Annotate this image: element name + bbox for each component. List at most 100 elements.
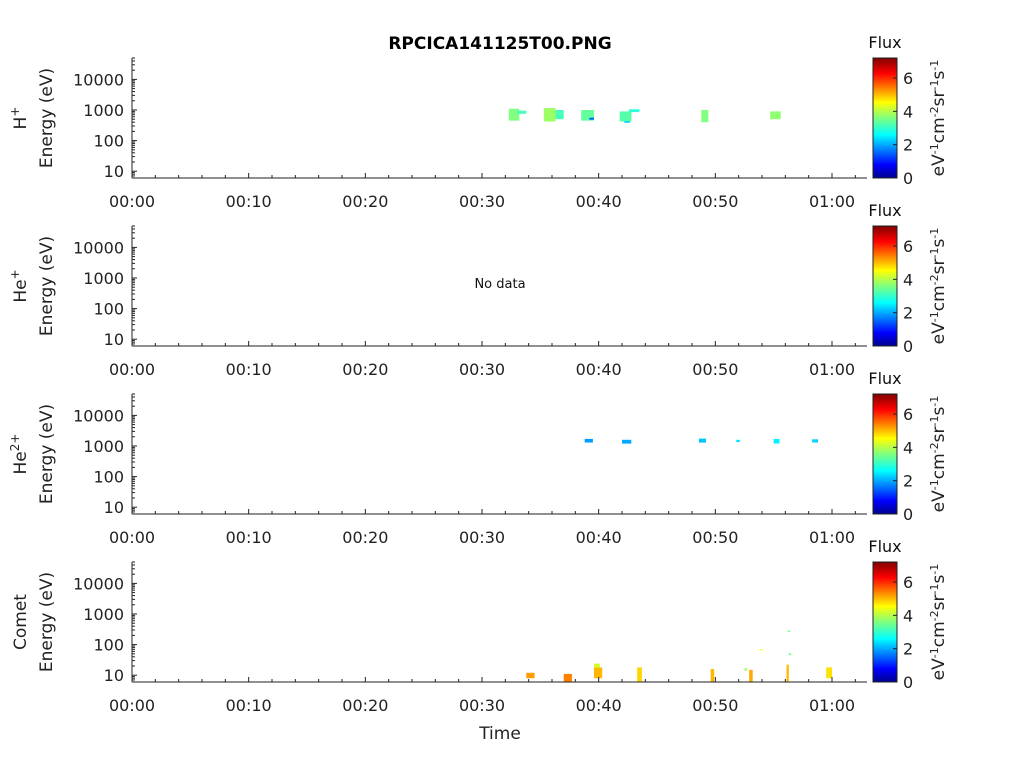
x-tick-label: 00:40 [576,528,622,547]
y-tick-label: 10000 [73,406,124,425]
unit-base: cm [929,453,949,479]
unit-base: s [929,407,949,416]
y-tick-label: 1000 [83,437,124,456]
unit-base: s [929,239,949,248]
x-tick-label: 00:30 [459,528,505,547]
colorbar-tick-label: 4 [903,270,913,289]
y-tick-label: 10 [104,330,124,349]
data-cell [637,667,642,682]
x-tick-label: 00:00 [109,360,155,379]
colorbar-tick-label: 2 [903,304,913,323]
colorbar-title: Flux [868,33,901,52]
data-cell [773,438,780,444]
data-cell [749,669,753,682]
data-cell [581,110,594,121]
unit-base: cm [929,621,949,647]
y-tick-label: 1000 [83,605,124,624]
x-tick-label: 00:00 [109,528,155,547]
data-cell [699,438,706,443]
data-cell [744,668,747,671]
data-cell [701,110,709,123]
x-tick-label: 00:00 [109,192,155,211]
unit-base: sr [929,258,949,274]
data-cell [589,117,594,120]
species-label: He2+ [8,434,31,475]
x-tick-label: 00:20 [342,192,388,211]
data-cell [594,667,603,679]
colorbar-tick-label: 4 [903,102,913,121]
colorbar-unit-label: eV-1cm-2sr-1s-1 [928,228,950,345]
y-tick-label: 10000 [73,70,124,89]
colorbar-tick-label: 6 [903,573,913,592]
species-label: H+ [8,107,31,130]
colorbar-unit-label: eV-1cm-2sr-1s-1 [928,60,950,177]
x-tick-label: 00:00 [109,696,155,715]
data-cell [563,673,572,682]
chart-title: RPCICA141125T00.PNG [388,34,611,54]
unit-exponent: -2 [928,442,941,453]
data-cell [517,110,527,114]
species-label: He+ [8,269,31,302]
data-cell [619,111,632,122]
unit-exponent: -1 [928,143,941,154]
data-cell [826,667,832,679]
x-axis-label: Time [478,724,521,744]
x-tick-label: 00:20 [342,528,388,547]
data-cell [770,111,781,120]
unit-exponent: -1 [928,311,941,322]
panel-1: 10 100 1000 10000 00:00 00:10 00:20 00:30 00:40 0… [8,33,949,211]
data-cell [508,108,520,121]
y-tick-label: 10 [104,666,124,685]
x-tick-label: 00:30 [459,192,505,211]
y-tick-label: 10000 [73,238,124,257]
unit-exponent: -2 [928,274,941,285]
species-label: Comet [11,594,31,650]
unit-exponent: -2 [928,106,941,117]
colorbar [872,57,898,179]
energy-axis-label: Energy (eV) [37,572,57,672]
x-tick-label: 00:40 [576,696,622,715]
x-tick-label: 00:40 [576,192,622,211]
panel-2: 10 100 1000 10000 00:00 00:10 00:20 00:30 00:40 0… [8,201,949,379]
x-tick-label: 00:20 [342,360,388,379]
data-cell [555,110,564,120]
data-cell [543,108,556,122]
x-tick-label: 00:30 [459,696,505,715]
colorbar-tick-label: 4 [903,438,913,457]
unit-exponent: -1 [928,60,941,71]
unit-base: eV [929,658,949,680]
y-tick-label: 100 [93,468,124,487]
unit-base: cm [929,117,949,143]
data-cell [759,649,762,651]
x-tick-label: 00:20 [342,696,388,715]
colorbar [872,225,898,347]
x-tick-label: 00:50 [692,696,738,715]
colorbar-title: Flux [868,537,901,556]
energy-axis-label: Energy (eV) [37,236,57,336]
data-cell [584,438,593,443]
x-tick-label: 00:50 [692,360,738,379]
colorbar-tick-label: 0 [903,505,913,524]
x-tick-label: 00:10 [226,696,272,715]
unit-base: eV [929,154,949,176]
data-cell [624,121,631,123]
x-tick-label: 01:00 [809,192,855,211]
data-cell [736,439,740,443]
colorbar-title: Flux [868,201,901,220]
colorbar-tick-label: 0 [903,169,913,188]
unit-base: sr [929,594,949,610]
x-tick-label: 01:00 [809,696,855,715]
y-tick-label: 10 [104,498,124,517]
data-cell [812,439,818,443]
x-tick-label: 00:10 [226,192,272,211]
unit-exponent: -1 [928,564,941,575]
unit-exponent: -2 [928,610,941,621]
x-tick-label: 01:00 [809,528,855,547]
panel-4: 10 100 1000 10000 00:00 00:10 00:20 00:30 00:40 0… [11,537,949,715]
unit-base: eV [929,322,949,344]
unit-exponent: -1 [928,584,941,595]
energy-axis-label: Energy (eV) [37,404,57,504]
y-tick-label: 10000 [73,574,124,593]
unit-exponent: -1 [928,396,941,407]
x-tick-label: 00:50 [692,528,738,547]
